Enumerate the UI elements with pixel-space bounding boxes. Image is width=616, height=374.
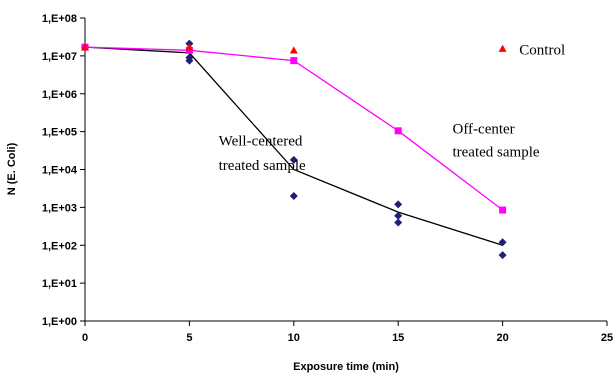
annotation: Off-center: [452, 121, 514, 137]
x-axis-title: Exposure time (min): [293, 361, 399, 373]
series-2-point: [81, 43, 89, 51]
y-tick-label: 1,E+03: [42, 202, 77, 214]
y-tick-label: 1,E+05: [42, 127, 77, 139]
x-tick-label: 0: [82, 332, 88, 344]
series-2-point: [185, 43, 194, 51]
series-1-line: [84, 46, 503, 211]
series-0-point: [289, 155, 298, 164]
data-points: [81, 39, 507, 260]
series-0-point: [289, 191, 298, 200]
y-tick-label: 1,E+07: [42, 51, 77, 63]
series-1-point: [394, 127, 402, 135]
series-0-line: [84, 46, 503, 246]
annotation: Well-centered: [219, 134, 303, 150]
series-0-point: [185, 56, 194, 65]
series-0-point: [498, 238, 507, 247]
x-tick-label: 10: [288, 332, 300, 344]
annotations: Control Off-center treated sample Well-cent…: [219, 42, 566, 174]
y-tick-label: 1,E+02: [42, 240, 77, 252]
series-1-point: [499, 206, 507, 214]
x-tick-label: 5: [186, 332, 192, 344]
series-0-point: [394, 211, 403, 220]
series-0-point: [394, 200, 403, 209]
x-tick-label: 20: [496, 332, 508, 344]
axes: 1,E+00 1,E+01 1,E+02 1,E+03 1,E+04 1,E+05 1,E+…: [42, 13, 613, 344]
y-axis-title: N (E. Coli): [6, 142, 18, 195]
series-0-point: [498, 251, 507, 260]
y-tick-label: 1,E+06: [42, 89, 77, 101]
y-tick-label: 1,E+00: [42, 316, 77, 328]
annotation: Control: [519, 42, 565, 58]
series-2-point: [498, 44, 507, 52]
series-2-point: [289, 46, 298, 54]
annotation: treated sample: [452, 145, 539, 161]
y-tick-label: 1,E+04: [42, 165, 78, 177]
annotation: treated sample: [219, 158, 306, 174]
series-0-point: [394, 218, 403, 227]
y-tick-label: 1,E+08: [42, 13, 77, 25]
y-tick-label: 1,E+01: [42, 278, 77, 290]
x-tick-label: 25: [601, 332, 613, 344]
x-tick-label: 15: [392, 332, 404, 344]
series-1-point: [290, 57, 298, 65]
